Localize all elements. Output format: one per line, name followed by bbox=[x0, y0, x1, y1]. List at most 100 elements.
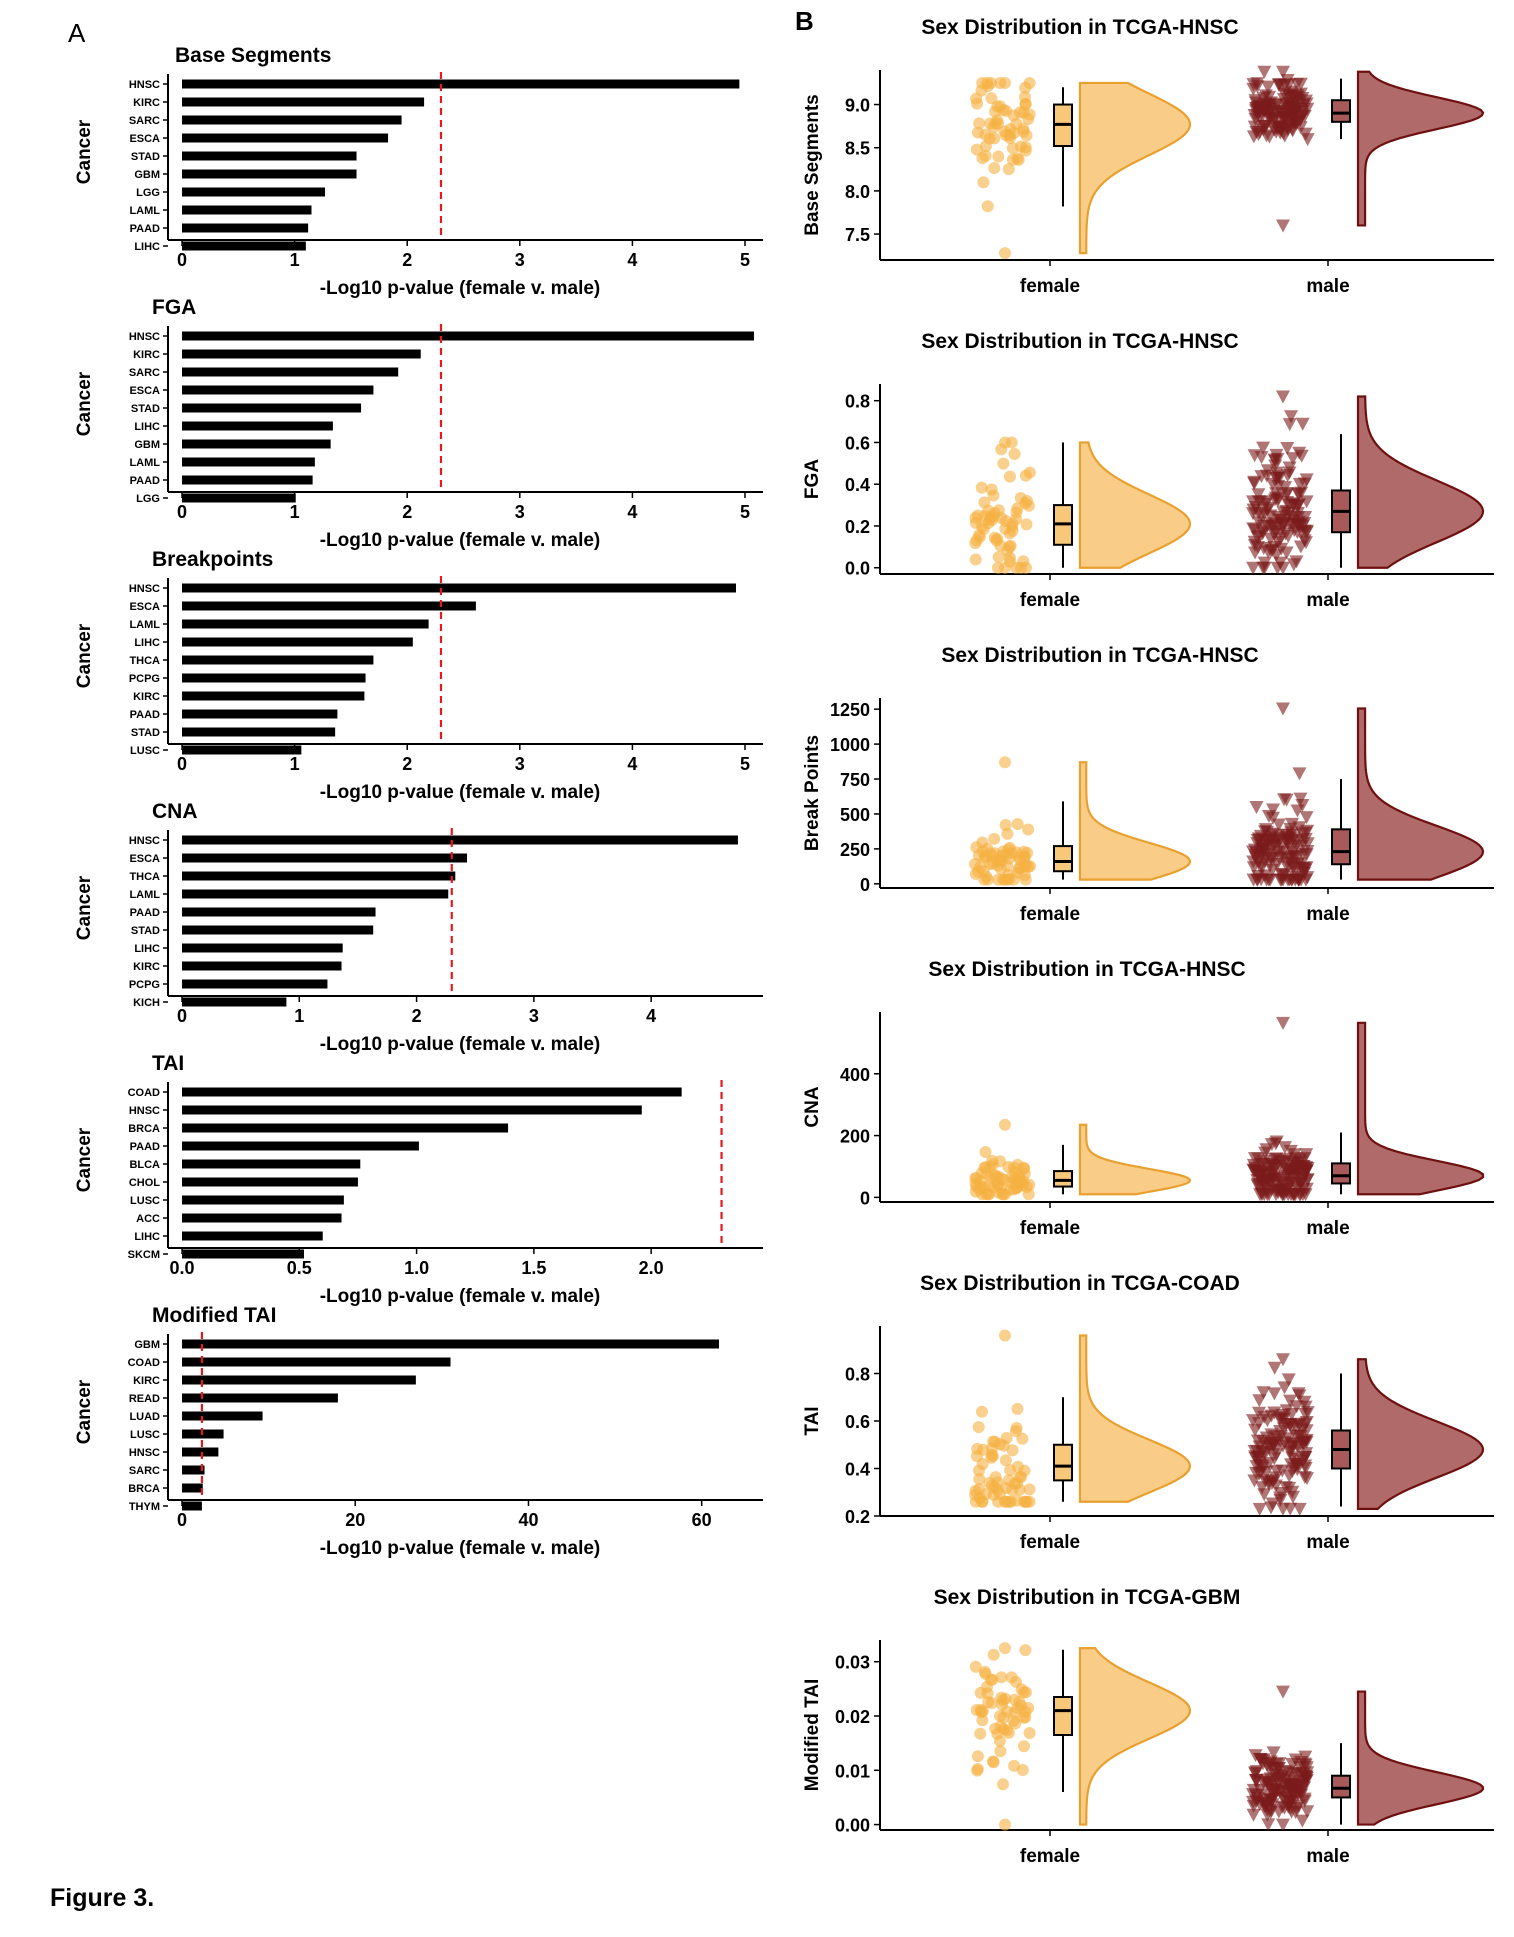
data-point bbox=[1010, 1182, 1023, 1195]
data-point bbox=[1297, 861, 1312, 875]
data-point bbox=[1266, 803, 1281, 817]
bar bbox=[182, 1159, 361, 1169]
x-tick-label: 60 bbox=[692, 1510, 712, 1530]
violin-half bbox=[1078, 1647, 1192, 1826]
y-tick-label: 0.00 bbox=[835, 1816, 870, 1836]
data-point bbox=[1001, 827, 1014, 840]
x-axis-title: -Log10 p-value (female v. male) bbox=[320, 1034, 601, 1055]
group-female: female bbox=[969, 1118, 1192, 1239]
data-point bbox=[969, 553, 982, 566]
data-point bbox=[985, 92, 998, 105]
data-point bbox=[999, 1329, 1011, 1342]
y-tick-label: 0.01 bbox=[835, 1761, 870, 1781]
data-point bbox=[1256, 441, 1271, 455]
data-point bbox=[1299, 524, 1314, 538]
data-point bbox=[1247, 1474, 1262, 1488]
group-male: male bbox=[1246, 1353, 1485, 1553]
data-point bbox=[1292, 1502, 1307, 1516]
data-point bbox=[1278, 1481, 1293, 1495]
box-iqr bbox=[1053, 1696, 1073, 1736]
data-point bbox=[972, 1421, 985, 1434]
bar-chart-5: TAI COAD HNSC BRCA PAAD BLCA CHOL LUSC ACC LIHC SK… bbox=[74, 1052, 763, 1307]
data-point bbox=[973, 1464, 986, 1477]
x-tick-label: female bbox=[1020, 590, 1080, 611]
y-tick-label: 400 bbox=[840, 1065, 870, 1085]
data-point bbox=[1246, 507, 1261, 521]
x-tick-label: female bbox=[1020, 1846, 1080, 1867]
data-point bbox=[1016, 1763, 1029, 1776]
data-point bbox=[1268, 837, 1283, 851]
bar-chart-title: TAI bbox=[152, 1052, 184, 1075]
data-point bbox=[1257, 1188, 1272, 1202]
bar bbox=[182, 1357, 451, 1367]
data-point bbox=[980, 1680, 993, 1693]
data-point bbox=[1251, 832, 1266, 846]
data-point bbox=[1002, 163, 1015, 176]
data-point bbox=[970, 143, 983, 156]
data-point bbox=[1279, 1168, 1294, 1182]
data-point bbox=[1281, 1373, 1296, 1387]
data-point bbox=[985, 483, 998, 496]
data-point bbox=[1013, 1483, 1026, 1496]
x-tick-label: 0.5 bbox=[287, 1258, 312, 1278]
data-point bbox=[1269, 125, 1284, 139]
data-point bbox=[1247, 523, 1262, 537]
category-label: COAD bbox=[128, 1087, 160, 1099]
category-label: LGG bbox=[136, 493, 160, 505]
data-point bbox=[1259, 1797, 1274, 1811]
data-point bbox=[999, 1118, 1011, 1131]
bar bbox=[182, 889, 449, 899]
x-tick-label: 0 bbox=[177, 1510, 187, 1530]
data-point bbox=[1261, 1762, 1276, 1776]
x-tick-label: 0 bbox=[177, 250, 187, 270]
data-point bbox=[1009, 1717, 1022, 1730]
raincloud-chart-6: Sex Distribution in TCGA-GBM 0.00 0.01 0.02… bbox=[802, 1586, 1494, 1867]
data-point bbox=[1280, 860, 1295, 874]
raincloud-title: Sex Distribution in TCGA-HNSC bbox=[921, 330, 1238, 353]
data-point bbox=[1299, 811, 1314, 825]
data-point bbox=[1247, 449, 1262, 463]
x-tick-label: male bbox=[1306, 276, 1349, 297]
data-point bbox=[1249, 800, 1264, 814]
y-axis-title: Cancer bbox=[74, 623, 95, 688]
data-point bbox=[985, 1697, 998, 1710]
data-point bbox=[1246, 855, 1261, 869]
data-point bbox=[1277, 129, 1292, 143]
data-point bbox=[1281, 78, 1296, 92]
category-label: LAML bbox=[129, 619, 160, 631]
x-tick-label: male bbox=[1306, 904, 1349, 925]
x-tick-label: 2 bbox=[402, 754, 412, 774]
data-point bbox=[999, 436, 1011, 449]
data-point bbox=[1291, 1799, 1306, 1813]
y-tick-label: 0.6 bbox=[845, 433, 870, 453]
category-label: LIHC bbox=[134, 241, 160, 253]
data-point bbox=[1276, 1353, 1290, 1367]
data-point bbox=[1286, 108, 1301, 122]
data-point bbox=[1254, 1168, 1269, 1182]
data-point bbox=[977, 176, 990, 189]
data-point bbox=[1246, 561, 1261, 575]
category-label: HNSC bbox=[129, 331, 160, 343]
x-tick-label: 1.5 bbox=[521, 1258, 546, 1278]
bar bbox=[182, 205, 312, 215]
bar bbox=[182, 1339, 720, 1349]
data-point bbox=[1279, 119, 1294, 133]
x-tick-label: 20 bbox=[345, 1510, 365, 1530]
x-tick-label: 1 bbox=[294, 1006, 304, 1026]
raincloud-title: Sex Distribution in TCGA-HNSC bbox=[921, 16, 1238, 39]
category-label: SARC bbox=[129, 115, 160, 127]
bar bbox=[182, 637, 413, 647]
x-tick-label: 3 bbox=[515, 502, 525, 522]
data-point bbox=[1292, 477, 1307, 491]
data-point bbox=[979, 140, 992, 153]
data-point bbox=[1299, 1472, 1314, 1486]
box-iqr bbox=[1331, 828, 1351, 866]
bar bbox=[182, 1141, 419, 1151]
bar bbox=[182, 1501, 202, 1511]
y-tick-label: 0 bbox=[860, 875, 870, 895]
data-point bbox=[1260, 503, 1275, 517]
bar bbox=[182, 115, 402, 125]
data-point bbox=[999, 1454, 1012, 1467]
data-point bbox=[1023, 1483, 1036, 1496]
y-tick-label: 7.5 bbox=[845, 225, 870, 245]
